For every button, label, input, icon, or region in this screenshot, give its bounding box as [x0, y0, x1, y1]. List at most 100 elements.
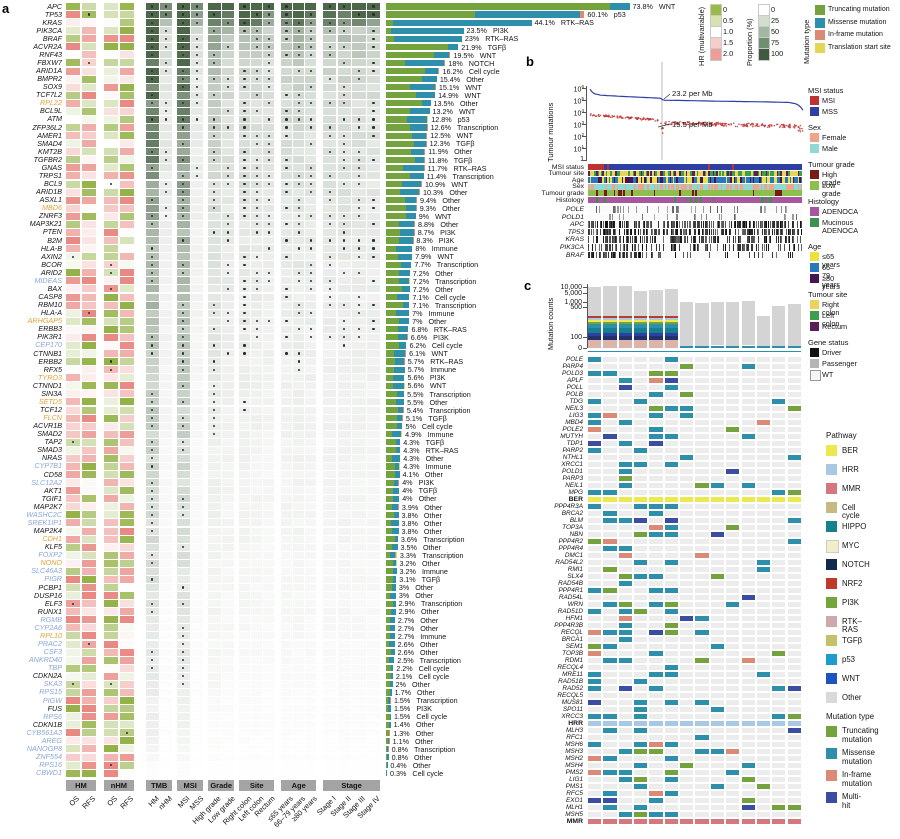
track-strip [629, 164, 632, 170]
heatmap-cell [323, 575, 337, 583]
heatmap-cell [239, 19, 250, 27]
track-strip [666, 164, 669, 170]
panel-a-gene-label: CTNND1 [32, 380, 62, 390]
heatmap-cell [293, 769, 305, 777]
heatmap-cell [159, 567, 173, 575]
heatmap-cell [251, 438, 263, 446]
gene-status-cell [618, 531, 632, 538]
heatmap-cell [323, 301, 337, 309]
heatmap-cell [352, 664, 366, 672]
heatmap-cell [81, 261, 96, 269]
heatmap-cell [190, 180, 204, 188]
heatmap-cell [104, 164, 119, 172]
heatmap-cell [366, 75, 381, 83]
pathway-label: WNT [431, 349, 448, 359]
heatmap-cell [337, 438, 351, 446]
heatmap-cell [119, 27, 134, 35]
heatmap-cell [366, 745, 381, 753]
heatmap-cell [293, 204, 305, 212]
legend-swatch [810, 252, 819, 261]
heatmap-cell [281, 648, 292, 656]
barcode-tick [620, 244, 622, 251]
heatmap-cell [352, 156, 366, 164]
heatmap-cell [293, 269, 305, 277]
barcode-tick [764, 206, 766, 213]
significance-dot [110, 368, 113, 371]
mutation-counts-bar-segment [634, 316, 648, 318]
panel-c-gene-label: PPP4R4 [558, 545, 583, 553]
heatmap-cell [263, 664, 275, 672]
significance-dot [226, 21, 230, 24]
mutation-counts-bar [588, 287, 602, 316]
pathway-label: Other [412, 760, 431, 770]
track-strip [728, 190, 731, 197]
pathway-label: WNT [435, 212, 452, 222]
barcode-tick [712, 221, 714, 228]
heatmap-cell [293, 446, 305, 454]
heatmap-cell [81, 188, 96, 196]
heatmap-cell [293, 575, 305, 583]
track-strip [717, 190, 720, 197]
heatmap-cell [66, 366, 81, 374]
heatmap-cell [263, 697, 275, 705]
heatmap-cell [251, 301, 263, 309]
track-strip [637, 170, 640, 177]
heatmap-cell [221, 745, 235, 753]
heatmap-cell [66, 543, 81, 551]
frequency-label: 3.2% Other [400, 560, 440, 568]
heatmap-cell [281, 495, 292, 503]
heatmap-cell [293, 366, 305, 374]
heatmap-cell [366, 737, 381, 745]
track-strip [679, 190, 681, 197]
gene-track-label: POLD1 [561, 213, 584, 221]
pathway-label: Other [416, 720, 434, 730]
significance-dot [110, 182, 113, 186]
heatmap-cell [337, 471, 351, 479]
heatmap-cell [263, 648, 275, 656]
frequency-percent: 3.8% [401, 526, 418, 536]
gene-status-cell [618, 391, 632, 398]
frequency-bar-segment [389, 657, 395, 664]
heatmap-cell [190, 406, 204, 414]
gene-status-cell [664, 398, 679, 405]
heatmap-cell [190, 479, 204, 487]
barcode-tick [758, 244, 760, 251]
pathway-label: Transcription [420, 599, 463, 609]
track-strip [749, 190, 752, 197]
heatmap-cell [81, 140, 96, 148]
significance-dot [226, 110, 230, 113]
barcode-tick [628, 221, 630, 228]
track-strip [786, 183, 789, 190]
track-strip [703, 183, 705, 190]
heatmap-cell [251, 269, 263, 277]
track-strip [674, 190, 677, 197]
heatmap-cell [293, 745, 305, 753]
significance-dot [372, 126, 375, 129]
heatmap-cell [366, 124, 381, 132]
heatmap-cell [251, 600, 263, 608]
heatmap-cell [263, 301, 275, 309]
heatmap-cell [104, 479, 119, 487]
frequency-percent: 4.3% [403, 437, 420, 447]
track-strip [730, 190, 733, 197]
track-strip [708, 183, 710, 190]
panel-c-gene-label: LIG3 [569, 412, 583, 420]
track-strip [784, 170, 787, 177]
track-strip [685, 183, 688, 190]
frequency-label: 3.9% Other [402, 503, 442, 512]
heatmap-cell [221, 575, 235, 583]
frequency-label: 0.8% Transcription [392, 745, 456, 754]
heatmap-cell [104, 454, 119, 462]
heatmap-cell [221, 398, 235, 406]
frequency-bar-segment [389, 713, 391, 720]
heatmap-cell [146, 697, 159, 705]
significance-dot [164, 207, 168, 210]
heatmap-cell [281, 664, 292, 672]
frequency-label: 2% Other [396, 681, 430, 689]
heatmap-cell [159, 83, 173, 91]
frequency-bar-segment [389, 681, 393, 688]
heatmap-cell [305, 438, 317, 446]
heatmap-cell [293, 430, 305, 438]
heatmap-cell [281, 99, 292, 107]
pathway-label: Transcription [435, 276, 477, 286]
